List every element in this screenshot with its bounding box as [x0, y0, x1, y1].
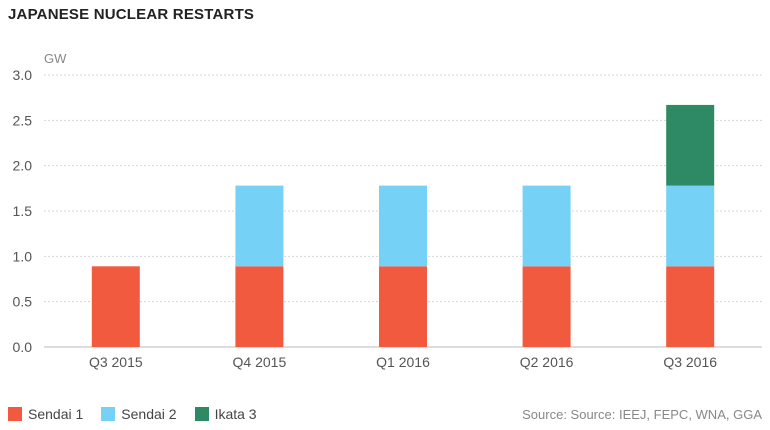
y-tick-label: 1.5: [13, 203, 33, 219]
y-tick-label: 2.0: [13, 158, 33, 174]
legend-swatch-sendai-1: [8, 407, 22, 421]
bar-sendai-2: [522, 185, 571, 267]
bar-sendai-1: [522, 266, 571, 347]
x-tick-label: Q4 2015: [233, 354, 287, 370]
bar-sendai-2: [235, 185, 284, 267]
legend-swatch-sendai-2: [101, 407, 116, 421]
y-axis-unit-label: GW: [44, 51, 67, 66]
y-tick-label: 1.0: [13, 248, 33, 264]
bar-sendai-1: [91, 266, 140, 347]
x-tick-label: Q3 2016: [663, 354, 717, 370]
legend-label-ikata-3: Ikata 3: [214, 406, 257, 422]
bar-sendai-1: [666, 266, 715, 347]
y-tick-label: 2.5: [13, 112, 33, 128]
legend-item-sendai-2: Sendai 2: [101, 406, 177, 422]
legend-label-sendai-1: Sendai 1: [28, 406, 84, 422]
legend-label-sendai-2: Sendai 2: [121, 406, 177, 422]
bar-sendai-2: [666, 185, 715, 267]
bar-sendai-1: [379, 266, 427, 347]
x-tick-label: Q1 2016: [376, 354, 430, 370]
legend-swatch-ikata-3: [194, 407, 209, 421]
chart-title: JAPANESE NUCLEAR RESTARTS: [8, 6, 255, 23]
x-tick-label: Q2 2016: [520, 354, 574, 370]
legend-item-ikata-3: Ikata 3: [194, 406, 257, 422]
bar-ikata-3: [666, 104, 715, 186]
bar-sendai-1: [235, 266, 284, 347]
legend-item-sendai-1: Sendai 1: [8, 406, 83, 422]
y-tick-label: 3.0: [13, 67, 33, 83]
legend: Sendai 1 Sendai 2 Ikata 3: [8, 406, 275, 422]
y-tick-label: 0.0: [13, 339, 33, 355]
y-tick-label: 0.5: [13, 294, 33, 310]
bar-sendai-2: [379, 185, 427, 267]
x-tick-label: Q3 2015: [89, 354, 143, 370]
chart-plot: GW 0.0 0.5 1.0 1.5 2.0 2.5 3.0 Q3 2015 Q4 2015 Q…: [13, 51, 762, 370]
source-note: Source: Source: IEEJ, FEPC, WNA, GGA: [522, 407, 762, 422]
